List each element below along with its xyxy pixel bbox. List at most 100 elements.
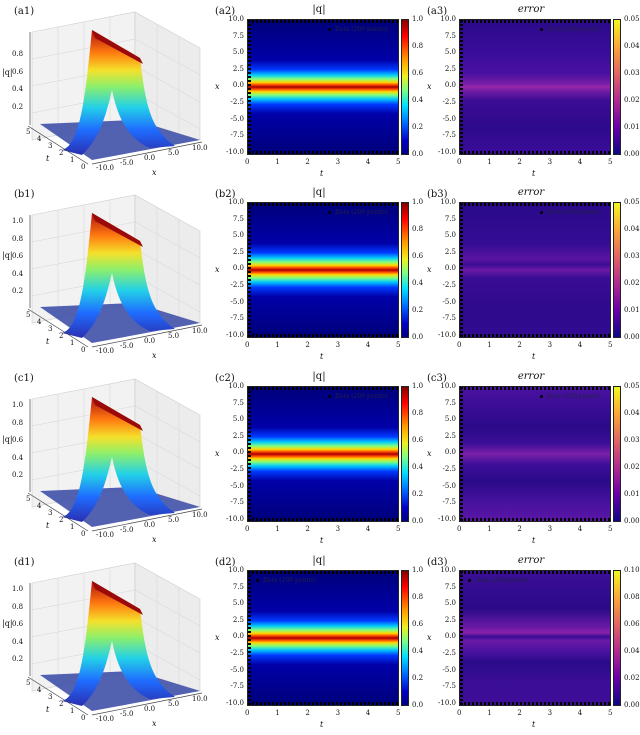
y-tick: 2.5: [232, 247, 244, 256]
legend-text: Data (200 points): [334, 393, 388, 400]
y-tick: -10.0: [226, 147, 244, 156]
z-tick: 0.2: [12, 102, 24, 111]
x-tick: 0: [457, 341, 462, 349]
colorbar-tick: 1.0: [412, 566, 424, 574]
t-tick: 3: [48, 325, 53, 333]
colorbar-tick: 0.04: [624, 225, 640, 233]
colorbar-tick: 0.2: [412, 674, 424, 682]
data-point-marker-icon: [256, 579, 259, 582]
colorbar-tick: 0.05: [624, 382, 640, 390]
surface-3d-graphic: [27, 194, 203, 348]
x-tick: 1: [487, 158, 492, 166]
y-tick: 5.0: [232, 599, 244, 608]
t-tick: 4: [37, 686, 42, 694]
legend: Data (200 points): [327, 26, 388, 33]
y-tick: -2.5: [230, 98, 245, 106]
y-tick: -5.0: [230, 297, 245, 306]
y-tick: 10.0: [440, 15, 456, 23]
x-tick: 3: [547, 158, 553, 166]
t-tick: 0: [81, 530, 86, 538]
y-tick: 0.0: [232, 264, 244, 273]
colorbar-tick: 0.6: [412, 252, 424, 260]
plot-title: error: [517, 371, 545, 382]
y-axis-label: x: [427, 82, 432, 91]
training-points-top: [460, 20, 610, 23]
t-axis-label: t: [46, 705, 50, 714]
legend-text: Data (200 points): [334, 26, 388, 33]
t-axis-label: t: [46, 154, 50, 163]
colorbar: [613, 570, 621, 706]
y-tick: -2.5: [442, 649, 457, 657]
y-tick: 5.0: [444, 599, 456, 608]
training-points-left: [248, 203, 251, 337]
surface-3d-graphic: [27, 378, 203, 532]
x-tick: 5: [608, 341, 613, 349]
colorbar-tick: 0.0: [412, 333, 424, 341]
y-tick: 10.0: [228, 566, 244, 574]
error-heatmap-panel: (c3) error Data (200 points) 10.0 7.5 5.0 2.5 0…: [425, 367, 640, 551]
training-points-bottom: [460, 334, 610, 337]
colorbar-tick: 0.2: [412, 123, 424, 131]
z-axis-label: |q|: [2, 619, 13, 628]
x-tick: 0: [245, 709, 250, 717]
training-points-top: [460, 203, 610, 206]
training-points-bottom: [460, 518, 610, 521]
plot-title: |q|: [312, 371, 326, 382]
y-tick: -10.0: [226, 514, 244, 523]
t-tick: 3: [48, 509, 53, 517]
legend-text: Data (200 points): [546, 393, 600, 400]
x-tick: 3: [547, 525, 553, 533]
amplitude-heatmap-panel: (d2) |q| Data (200 points) 10.0 7.5 5.0 2.5 0.0…: [213, 551, 428, 735]
training-points-bottom: [248, 702, 398, 705]
y-axis-label: x: [215, 82, 220, 91]
colorbar-tick: 0.0: [412, 517, 424, 525]
training-points-left: [460, 571, 463, 705]
t-tick: 2: [59, 700, 64, 708]
error-heatmap: Data (200 points): [459, 570, 611, 706]
z-axis-label: |q|: [2, 435, 13, 444]
colorbar-tick: 0.05: [624, 15, 640, 23]
y-axis-label: x: [215, 265, 220, 274]
t-axis-label: t: [46, 337, 50, 346]
y-tick: -10.0: [226, 698, 244, 707]
x-tick: 3: [335, 158, 341, 166]
x-tick: 1: [275, 158, 280, 166]
error-heatmap-panel: (d3) error Data (200 points) 10.0 7.5 5.0 2.5 0…: [425, 551, 640, 735]
x-tick: 10.0: [192, 695, 208, 703]
x-tick: 5: [608, 709, 613, 717]
y-tick: 10.0: [228, 15, 244, 23]
surface-3d-graphic: [27, 562, 203, 716]
z-axis-label: |q|: [2, 251, 13, 260]
colorbar-tick: 0.2: [412, 490, 424, 498]
y-tick: 7.5: [232, 214, 244, 223]
y-tick: 0.0: [444, 632, 456, 641]
colorbar: [613, 386, 621, 522]
y-tick: -5.0: [230, 481, 245, 490]
z-tick: 0.4: [12, 85, 24, 93]
amplitude-heatmap-panel: (b2) |q| Data (200 points) 10.0 7.5 5.0 2.5 0.0…: [213, 183, 428, 367]
x-tick: 4: [577, 709, 583, 717]
x-tick: 4: [577, 525, 583, 533]
t-tick: 2: [59, 516, 64, 524]
amplitude-heatmap: Data (200 points): [247, 386, 399, 522]
x-tick: 4: [577, 341, 583, 349]
y-tick: 10.0: [440, 382, 456, 390]
colorbar-tick: 0.4: [412, 463, 424, 471]
y-tick: 2.5: [444, 431, 456, 440]
t-tick: 5: [26, 679, 31, 687]
x-tick: 2: [517, 525, 522, 533]
colorbar-tick: 0.8: [412, 409, 424, 417]
y-axis-label: x: [215, 633, 220, 642]
training-points-left: [460, 387, 463, 521]
y-tick: 10.0: [440, 198, 456, 206]
x-axis-label: t: [320, 720, 324, 729]
data-point-marker-icon: [327, 211, 331, 214]
z-tick: 1.0: [12, 585, 24, 593]
y-tick: 0.0: [232, 81, 244, 90]
t-axis-label: t: [46, 521, 50, 530]
training-points-bottom: [460, 702, 610, 705]
panel-label: (c3): [427, 373, 447, 384]
colorbar-tick: 0.05: [624, 198, 640, 206]
t-tick: 5: [26, 495, 31, 503]
x-tick: 10.0: [192, 144, 208, 152]
